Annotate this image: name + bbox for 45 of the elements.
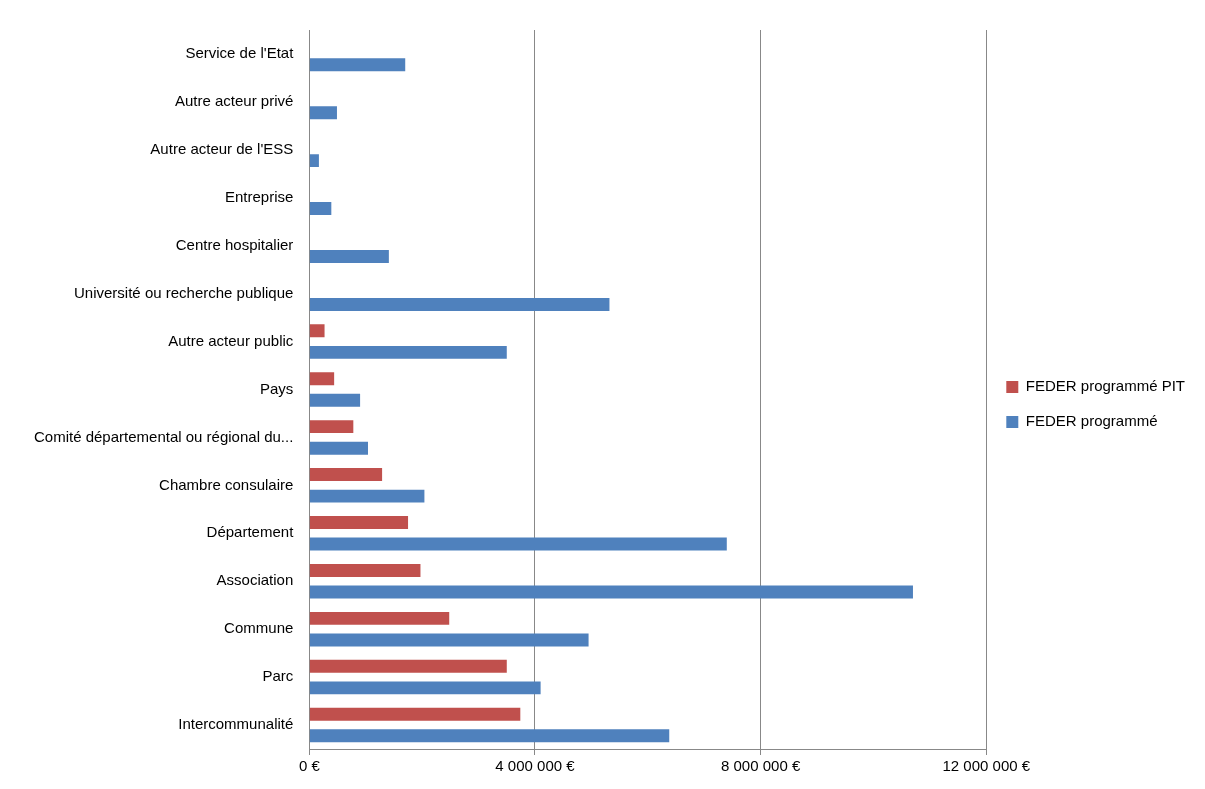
bar <box>309 297 610 311</box>
y-tick-label: Pays <box>259 379 294 397</box>
bar <box>309 372 335 386</box>
x-tick-label: 12 000 000 € <box>942 757 1031 775</box>
bar <box>309 250 389 263</box>
y-tick-label: Autre acteur privé <box>174 92 294 110</box>
bar <box>309 729 670 743</box>
y-tick-label: Association <box>216 571 294 589</box>
bar <box>309 441 368 455</box>
bar <box>309 537 727 551</box>
y-tick-label: Service de l'Etat <box>185 44 295 62</box>
legend-label: FEDER programmé PIT <box>1025 377 1185 395</box>
y-tick-label: Entreprise <box>224 187 294 205</box>
bar <box>309 681 541 695</box>
x-tick-label: 4 000 000 € <box>495 757 576 775</box>
y-tick-label: Autre acteur de l'ESS <box>150 139 294 157</box>
bar <box>309 420 354 434</box>
bar <box>309 633 589 647</box>
bar <box>309 585 913 599</box>
bar <box>309 324 325 338</box>
bar <box>309 393 361 407</box>
bar <box>309 707 521 721</box>
bar <box>309 106 337 120</box>
y-tick-label: Département <box>206 523 295 541</box>
legend-label: FEDER programmé <box>1025 412 1158 430</box>
bar <box>309 516 409 529</box>
bar <box>309 659 507 673</box>
bar <box>309 345 507 359</box>
y-tick-label: Intercommunalité <box>178 715 294 733</box>
y-tick-label: Commune <box>224 619 294 637</box>
bar <box>309 202 332 216</box>
x-tick-label: 0 € <box>298 757 321 775</box>
y-tick-label: Parc <box>262 667 294 685</box>
y-tick-label: Comité départemental ou régional du... <box>33 427 294 445</box>
bar <box>309 468 383 482</box>
y-tick-label: Chambre consulaire <box>159 475 294 493</box>
bar <box>309 563 421 577</box>
y-tick-label: Université ou recherche publique <box>74 283 294 301</box>
x-tick-label: 8 000 000 € <box>721 757 801 775</box>
y-tick-label: Centre hospitalier <box>175 235 294 253</box>
bar <box>309 489 425 503</box>
y-tick-label: Autre acteur public <box>168 331 294 349</box>
bar <box>309 58 406 72</box>
bar <box>309 611 450 625</box>
bar <box>309 154 319 168</box>
